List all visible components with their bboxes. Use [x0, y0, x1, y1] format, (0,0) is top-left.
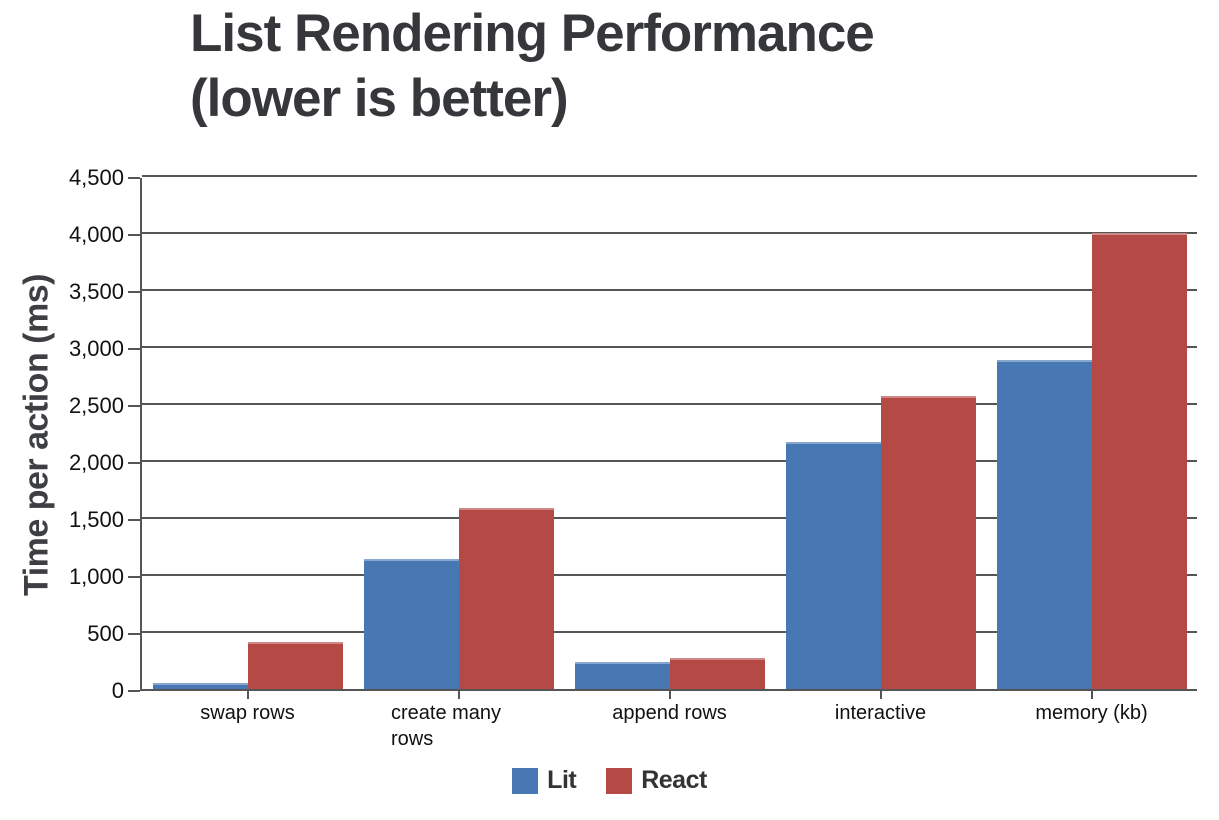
- x-axis-tick: [457, 691, 460, 699]
- y-axis-tick: [128, 519, 140, 521]
- x-axis-label: append rows: [612, 702, 727, 724]
- legend-label: Lit: [547, 766, 577, 794]
- gridline: [142, 175, 1197, 177]
- y-axis-tick-label: 4,500: [68, 165, 124, 190]
- category-slot: interactive: [775, 178, 986, 724]
- bar-lit-append-rows: [574, 661, 670, 689]
- bar-react-interactive: [880, 396, 976, 689]
- bar-lit-swap-rows: [152, 683, 248, 689]
- bar-lit-interactive: [785, 441, 881, 689]
- bar-react-swap-rows: [247, 642, 343, 689]
- legend: Lit React: [0, 766, 1219, 795]
- y-axis-tick: [128, 633, 140, 635]
- chart-title: List Rendering Performance (lower is bet…: [190, 2, 875, 131]
- gridline: [142, 403, 1197, 405]
- y-axis-tick: [128, 291, 140, 293]
- category-slot: swap rows: [142, 178, 353, 724]
- legend-swatch-lit: [512, 767, 539, 794]
- x-axis-tick: [668, 691, 671, 699]
- y-axis-tick-label: 2,500: [68, 393, 124, 418]
- bar-react-create-many-rows: [458, 507, 554, 689]
- bar-react-memory-kb-: [1091, 233, 1187, 689]
- gridline: [142, 346, 1197, 348]
- y-axis-tick-label: 4,000: [68, 222, 124, 247]
- gridline: [142, 574, 1197, 576]
- bar-lit-create-many-rows: [363, 559, 459, 689]
- gridline: [142, 631, 1197, 633]
- gridline: [142, 289, 1197, 291]
- y-axis-tick: [128, 234, 140, 236]
- y-axis-tick: [128, 177, 140, 179]
- y-axis-tick-label: 3,500: [68, 279, 124, 304]
- y-axis-tick-label: 3,000: [68, 336, 124, 361]
- legend-item-react: React: [606, 766, 707, 795]
- y-axis-tick: [128, 576, 140, 578]
- x-axis-tick: [1090, 691, 1093, 699]
- y-axis-tick-label: 500: [87, 621, 124, 646]
- y-axis-tick-label: 2,000: [68, 450, 124, 475]
- y-axis-tick: [128, 348, 140, 350]
- category-slots: swap rows create many rows append rows inte…: [142, 178, 1197, 750]
- category-slot: create many rows: [353, 178, 564, 750]
- category-slot: memory (kb): [986, 178, 1197, 724]
- y-axis-title: Time per action (ms): [17, 274, 56, 596]
- gridline: [142, 232, 1197, 234]
- category-slot: append rows: [564, 178, 775, 724]
- x-axis-label: interactive: [834, 702, 927, 724]
- x-axis-tick: [246, 691, 249, 699]
- chart-title-line-2: (lower is better): [190, 68, 569, 128]
- y-axis-tick: [128, 690, 140, 692]
- gridline: [142, 460, 1197, 462]
- x-axis-label: memory (kb): [1035, 702, 1148, 724]
- legend-item-lit: Lit: [512, 766, 577, 795]
- x-axis-tick: [879, 691, 882, 699]
- y-axis-tick: [128, 405, 140, 407]
- bar-lit-memory-kb-: [996, 359, 1092, 689]
- bar-react-append-rows: [669, 658, 765, 689]
- y-axis-tick-label: 1,500: [68, 507, 124, 532]
- x-axis-label: create many rows: [391, 702, 502, 750]
- y-axis-tick-label: 0: [111, 678, 124, 703]
- plot-area: swap rows create many rows append rows inte…: [140, 175, 1197, 750]
- x-axis-label: swap rows: [200, 702, 295, 724]
- chart-title-line-1: List Rendering Performance: [190, 4, 875, 63]
- gridline: [142, 517, 1197, 519]
- y-axis-tick-label: 1,000: [68, 564, 124, 589]
- legend-label: React: [641, 766, 707, 794]
- legend-swatch-react: [606, 767, 633, 794]
- y-axis-tick: [128, 462, 140, 464]
